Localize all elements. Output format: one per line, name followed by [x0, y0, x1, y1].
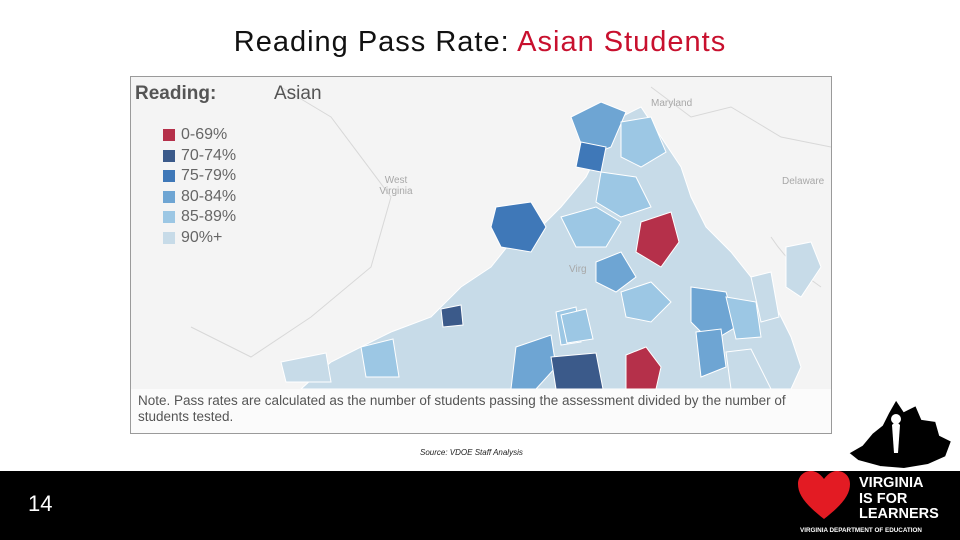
county-region[interactable]	[280, 352, 332, 383]
county-region[interactable]	[625, 346, 662, 390]
legend-item[interactable]: 90%+	[163, 228, 236, 249]
logo-wordmark: VIRGINIA IS FOR LEARNERS	[859, 475, 939, 523]
place-label-virginia: Virg	[569, 264, 587, 275]
slide-title: Reading Pass Rate: Asian Students	[0, 26, 960, 59]
state-border-line	[650, 86, 831, 148]
legend-swatch	[163, 211, 175, 224]
county-region[interactable]	[560, 308, 594, 344]
legend-swatch	[163, 190, 175, 203]
choropleth-map[interactable]: Reading: Asian 0-69% 70-74% 75-79% 80-84…	[130, 76, 832, 434]
legend-item[interactable]: 75-79%	[163, 166, 236, 187]
legend-swatch	[163, 129, 175, 142]
legend-title: Reading:	[135, 83, 217, 104]
county-region[interactable]	[595, 171, 652, 218]
legend-label: 90%+	[181, 228, 223, 246]
county-region[interactable]	[360, 338, 400, 378]
county-region[interactable]	[575, 141, 607, 173]
county-region[interactable]	[560, 206, 622, 248]
logo-line-1: VIRGINIA	[859, 475, 924, 491]
place-label-maryland: Maryland	[651, 98, 693, 109]
legend-swatch	[163, 149, 175, 162]
legend: 0-69% 70-74% 75-79% 80-84% 85-89% 90%+	[163, 125, 236, 248]
page-number: 14	[28, 491, 53, 516]
legend-label: 85-89%	[181, 208, 237, 226]
logo-line-2: IS FOR	[859, 490, 908, 507]
place-label-west-virginia: West Virginia	[379, 175, 413, 197]
title-accent: Asian Students	[517, 26, 727, 58]
legend-item[interactable]: 85-89%	[163, 207, 236, 228]
virginia-is-for-learners-logo: VIRGINIA IS FOR LEARNERS VIRGINIA DEPART…	[790, 395, 960, 540]
legend-item[interactable]: 0-69%	[163, 125, 236, 146]
county-region[interactable]	[750, 271, 780, 323]
place-label-delaware: Delaware	[782, 176, 825, 187]
logo-line-3: LEARNERS	[859, 506, 939, 522]
heart-icon	[798, 471, 850, 519]
county-region[interactable]	[695, 328, 727, 378]
county-region[interactable]	[440, 304, 464, 328]
virginia-state-silhouette-icon	[846, 397, 954, 471]
legend-subgroup: Asian	[274, 83, 322, 104]
legend-item[interactable]: 70-74%	[163, 146, 236, 167]
legend-swatch	[163, 231, 175, 244]
legend-swatch	[163, 170, 175, 183]
note-panel: Note. Pass rates are calculated as the n…	[131, 389, 831, 433]
county-region[interactable]	[620, 281, 672, 323]
county-region[interactable]	[635, 211, 680, 268]
legend-label: 0-69%	[181, 126, 228, 144]
footer-bar: 14	[0, 471, 960, 540]
state-border-line	[190, 86, 392, 358]
county-region[interactable]	[595, 251, 637, 293]
county-region[interactable]	[490, 201, 547, 253]
note-text: Note. Pass rates are calculated as the n…	[138, 393, 786, 424]
county-region[interactable]	[725, 296, 762, 340]
legend-label: 75-79%	[181, 167, 237, 185]
county-region[interactable]	[785, 241, 822, 298]
legend-label: 80-84%	[181, 187, 237, 205]
logo-department: VIRGINIA DEPARTMENT OF EDUCATION	[800, 527, 922, 534]
virginia-counties	[280, 101, 822, 390]
map-canvas	[190, 86, 831, 390]
county-region[interactable]	[620, 116, 667, 168]
county-region[interactable]	[550, 352, 604, 390]
legend-label: 70-74%	[181, 146, 237, 164]
county-region[interactable]	[510, 334, 557, 390]
source-caption: Source: VDOE Staff Analysis	[420, 448, 523, 457]
title-main: Reading Pass Rate:	[233, 26, 510, 58]
county-region[interactable]	[690, 286, 737, 343]
legend-item[interactable]: 80-84%	[163, 187, 236, 208]
